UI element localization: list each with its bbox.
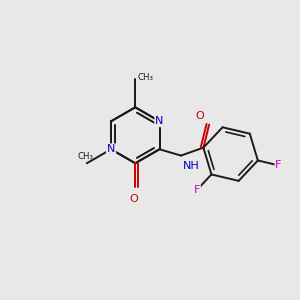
Text: N: N [107,144,115,154]
Text: O: O [195,111,204,121]
Text: NH: NH [182,161,199,171]
Text: F: F [275,160,281,170]
Text: F: F [194,185,200,195]
Text: CH₃: CH₃ [138,74,154,82]
Text: O: O [129,194,138,203]
Text: CH₃: CH₃ [77,152,93,161]
Text: N: N [155,116,164,126]
